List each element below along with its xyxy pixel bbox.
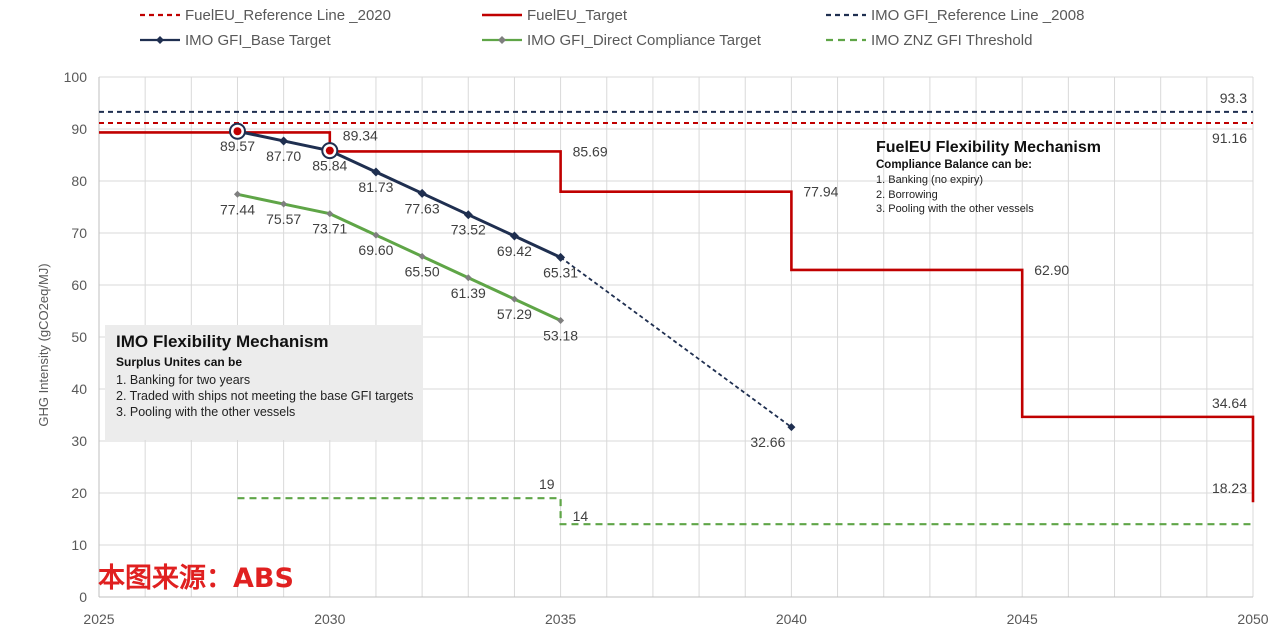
imo-box-item: 2. Traded with ships not meeting the bas… [116, 389, 414, 403]
x-tick-label: 2035 [545, 611, 576, 627]
series-line [237, 192, 562, 322]
y-tick-label: 0 [79, 589, 87, 605]
grid-lines [98, 76, 1254, 598]
y-tick-label: 80 [71, 173, 87, 189]
y-tick-label: 70 [71, 225, 87, 241]
legend-marker [156, 36, 164, 44]
data-label: 85.69 [573, 143, 608, 159]
data-label: 65.50 [405, 263, 440, 279]
x-tick-label: 2045 [1007, 611, 1038, 627]
data-label: 77.63 [405, 200, 440, 216]
data-point-marker [510, 295, 518, 303]
fueleu-box-title: FuelEU Flexibility Mechanism [876, 139, 1101, 156]
data-label: 57.29 [497, 306, 532, 322]
x-tick-label: 2030 [314, 611, 345, 627]
series-line [237, 129, 562, 259]
data-labels: 93.3 91.16 89.34 85.69 77.94 62.90 34.64 18.23 8… [220, 90, 1247, 524]
imo-box-item: 1. Banking for two years [116, 373, 251, 387]
data-point-marker [557, 316, 565, 324]
legend-label: IMO GFI_Reference Line _2008 [871, 7, 1084, 24]
data-label: 69.42 [497, 243, 532, 259]
data-label: 34.64 [1212, 395, 1247, 411]
data-point-marker [417, 188, 427, 198]
y-tick-label: 90 [71, 121, 87, 137]
legend-marker [498, 36, 506, 44]
axis-ticks: 2025 2030 2035 2040 2045 20500102030405060708… [64, 69, 1269, 627]
series-layer [99, 110, 1255, 526]
legend-label: IMO ZNZ GFI Threshold [871, 32, 1032, 49]
x-tick-label: 2050 [1237, 611, 1268, 627]
data-point-marker [787, 423, 796, 432]
data-point-marker [279, 136, 289, 146]
y-tick-label: 30 [71, 433, 87, 449]
data-label: 93.3 [1220, 90, 1247, 106]
data-label: 62.90 [1034, 262, 1069, 278]
fueleu-box-item: 3. Pooling with the other vessels [876, 203, 1034, 215]
data-label: 77.94 [803, 184, 838, 200]
fueleu-box-subtitle: Compliance Balance can be: [876, 159, 1032, 171]
fueleu-box-item: 2. Borrowing [876, 188, 938, 201]
data-label: 75.57 [266, 211, 301, 227]
data-point-marker [509, 231, 519, 241]
legend-label: FuelEU_Reference Line _2020 [185, 7, 391, 24]
x-tick-label: 2040 [776, 611, 807, 627]
data-label: 89.34 [343, 127, 378, 143]
data-label: 85.84 [312, 158, 347, 174]
data-label: 73.71 [312, 221, 347, 237]
highlight-dot [233, 127, 242, 136]
imo-flexibility-box: IMO Flexibility Mechanism Surplus Unites… [105, 325, 423, 440]
legend-label: IMO GFI_Direct Compliance Target [527, 32, 762, 49]
data-point-marker [556, 252, 566, 262]
data-label: 89.57 [220, 138, 255, 154]
legend-label: IMO GFI_Base Target [185, 32, 331, 49]
data-label: 91.16 [1212, 130, 1247, 146]
data-point-marker [372, 231, 380, 239]
fueleu-box-item: 1. Banking (no expiry) [876, 174, 983, 186]
data-label: 61.39 [451, 285, 486, 301]
data-label: 65.31 [543, 264, 578, 280]
y-axis-title: GHG Intensity (gCO2eq/MJ) [36, 263, 51, 426]
source-watermark: 本图来源：ABS [98, 563, 294, 594]
data-point-marker [371, 167, 381, 177]
imo-box-title: IMO Flexibility Mechanism [116, 332, 329, 351]
data-point-marker [233, 190, 241, 198]
imo-box-item: 3. Pooling with the other vessels [116, 405, 296, 419]
y-tick-label: 10 [71, 537, 87, 553]
data-point-marker [326, 210, 334, 218]
data-label: 14 [573, 508, 589, 524]
fueleu-flexibility-box: FuelEU Flexibility Mechanism Compliance … [876, 139, 1176, 217]
y-tick-label: 100 [64, 69, 88, 85]
series-extension-line [560, 256, 792, 428]
data-point-marker [464, 274, 472, 282]
data-point-marker [280, 200, 288, 208]
data-point-marker [463, 210, 473, 220]
data-point-marker [418, 252, 426, 260]
imo-box-subtitle: Surplus Unites can be [116, 355, 243, 369]
y-tick-label: 40 [71, 381, 87, 397]
y-tick-label: 50 [71, 329, 87, 345]
y-tick-label: 20 [71, 485, 87, 501]
legend: FuelEU_Reference Line _2020 FuelEU_Target… [140, 7, 1084, 49]
y-tick-label: 60 [71, 277, 87, 293]
data-label: 77.44 [220, 201, 255, 217]
data-label: 18.23 [1212, 480, 1247, 496]
data-label: 87.70 [266, 148, 301, 164]
x-tick-label: 2025 [83, 611, 114, 627]
data-label: 69.60 [358, 242, 393, 258]
data-label: 32.66 [750, 434, 785, 450]
data-label: 73.52 [451, 222, 486, 238]
highlight-dot [325, 146, 334, 155]
legend-label: FuelEU_Target [527, 7, 628, 24]
data-label: 19 [539, 476, 555, 492]
series-line [237, 497, 1253, 526]
data-label: 81.73 [358, 179, 393, 195]
data-label: 53.18 [543, 327, 578, 343]
